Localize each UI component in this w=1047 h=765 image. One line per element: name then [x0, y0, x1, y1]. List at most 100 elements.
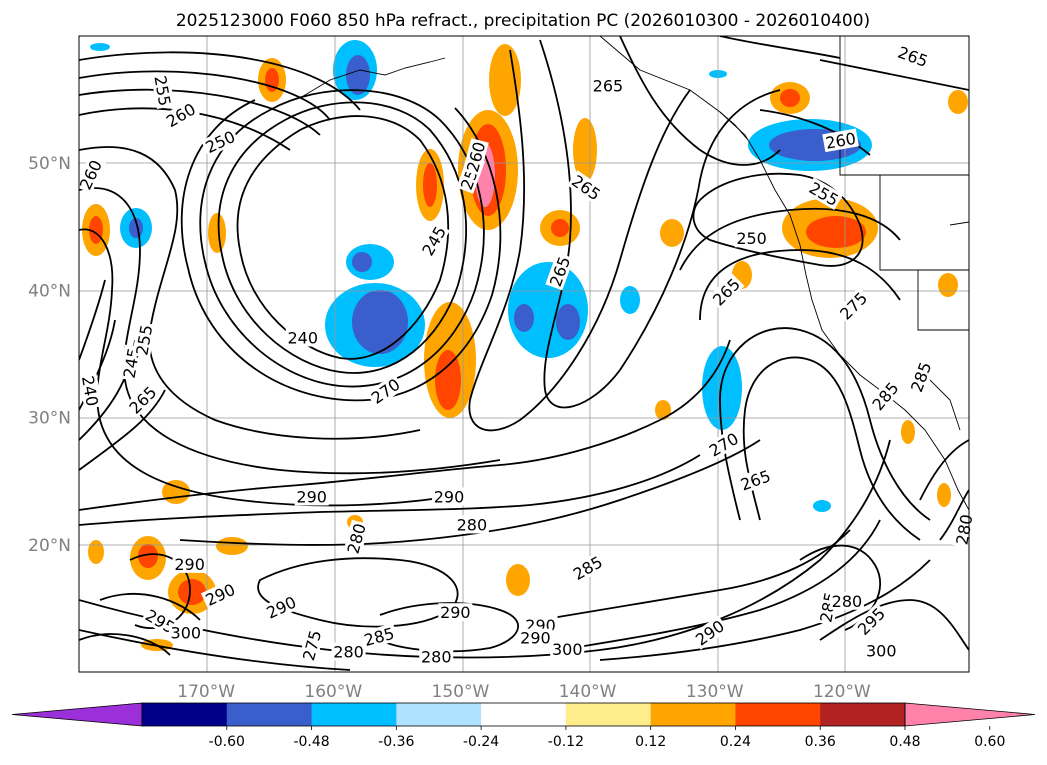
contour-label-bg — [168, 623, 203, 642]
x-tick-label: 170°W — [177, 682, 235, 702]
contour-label-bg — [419, 647, 454, 666]
x-tick-label: 160°W — [304, 682, 362, 702]
contour-label-bg — [200, 126, 240, 157]
colorbar-tick-label: 0.12 — [635, 734, 666, 750]
x-tick-label: 130°W — [686, 682, 744, 702]
precip-patch — [178, 579, 206, 605]
contour-label-group: 300 — [550, 640, 585, 659]
precip-patch — [352, 252, 372, 272]
contour-label-bg — [331, 642, 366, 661]
contour-label-group: 290 — [438, 603, 473, 622]
precip-patch — [806, 216, 866, 248]
contour-label-group: 240 — [285, 328, 320, 347]
contour-label-bg — [829, 591, 864, 610]
contour-label-bg — [294, 487, 329, 506]
colorbar-segment — [396, 703, 482, 726]
precip-patch — [88, 540, 104, 564]
contour-label-bg — [804, 177, 844, 211]
precip-patch — [937, 483, 951, 507]
contour-label: 300 — [171, 624, 202, 643]
contour-label: 290 — [434, 487, 465, 506]
contour-label-bg — [590, 76, 625, 95]
contour-label-bg — [734, 229, 769, 248]
y-tick-label: 40°N — [28, 281, 71, 301]
contour-label-bg — [518, 628, 553, 647]
contour-label-bg — [462, 138, 489, 176]
precip-patch — [208, 213, 226, 253]
contour-label-bg — [200, 579, 240, 610]
colorbar-tick-label: 0.48 — [889, 734, 920, 750]
contour-label-group: 265 — [590, 76, 625, 96]
contour-label-bg — [298, 626, 325, 665]
contour-label: 290 — [440, 603, 471, 622]
contour-label-bg — [343, 519, 370, 558]
contour-label-group: 240 — [78, 372, 103, 410]
contour-label-bg — [704, 428, 743, 461]
contour-label: 290 — [296, 487, 327, 506]
colorbar-extend-low — [11, 702, 143, 727]
contour-label-bg — [454, 515, 489, 534]
precip-patch — [489, 44, 521, 116]
contour-label-group: 290 — [431, 487, 466, 506]
contour-label-bg — [261, 591, 301, 623]
contour-label: 240 — [287, 328, 318, 347]
colorbar-tick-label: 0.24 — [720, 734, 751, 750]
chart-title: 2025123000 F060 850 hPa refract., precip… — [176, 11, 870, 31]
contour-label-group: 280 — [331, 642, 366, 662]
contour-label-bg — [151, 72, 175, 110]
colorbar-tick-label: -0.60 — [209, 734, 245, 750]
contour-label: 280 — [832, 592, 863, 611]
contour-label: 280 — [333, 643, 364, 662]
precip-patch — [216, 537, 248, 555]
contour-label-group: 290 — [172, 554, 207, 574]
contour-label: 250 — [736, 229, 767, 248]
precip-patch — [702, 346, 742, 430]
contour-label-bg — [822, 128, 859, 153]
contour-label-bg — [867, 377, 903, 415]
precip-patch — [514, 304, 534, 332]
contour-label-group: 300 — [168, 623, 203, 643]
precip-patch — [655, 400, 671, 420]
contour-label-bg — [75, 155, 106, 194]
contour-label-bg — [417, 221, 451, 261]
contour-label-bg — [707, 273, 745, 311]
contour-label: 280 — [457, 515, 488, 534]
precip-patch — [660, 219, 684, 247]
precip-patch — [948, 90, 968, 114]
precip-patch — [938, 273, 958, 297]
contour-label: 280 — [421, 648, 452, 667]
x-tick-label: 150°W — [432, 682, 490, 702]
y-tick-label: 50°N — [28, 154, 71, 174]
y-tick-label: 20°N — [28, 536, 71, 556]
contour-label: 290 — [174, 555, 205, 574]
colorbar-frame — [141, 702, 906, 727]
contour-label-bg — [864, 641, 899, 660]
contour-label-bg — [952, 511, 976, 548]
contour-label-group: 300 — [864, 641, 899, 660]
y-axis-ticks: 20°N 30°N 40°N 50°N — [28, 154, 71, 556]
precip-patch — [551, 219, 569, 237]
contour-label-bg — [736, 465, 775, 495]
precip-patch — [138, 544, 158, 568]
contour-label-bg — [132, 321, 156, 359]
precip-patch — [573, 118, 597, 182]
colorbar-segment — [481, 703, 567, 726]
precip-patch — [423, 163, 437, 207]
contour-label-bg — [172, 554, 207, 573]
contour-label-bg — [78, 372, 103, 410]
precip-patch — [901, 420, 915, 444]
precip-patch — [435, 350, 461, 410]
colorbar-segment — [226, 703, 313, 726]
contour-label-bg — [438, 603, 473, 622]
colorbar-tick-label: 0.60 — [974, 734, 1005, 750]
contour-label-bg — [567, 170, 606, 205]
contour-label-bg — [852, 602, 890, 640]
contour-label-bg — [894, 42, 933, 71]
contour-label-group: 285 — [816, 588, 840, 626]
precip-patch — [813, 500, 831, 512]
x-tick-label: 120°W — [813, 682, 871, 702]
contour-label-bg — [431, 487, 466, 506]
contour-label-group: 280 — [454, 515, 489, 534]
colorbar-segment — [735, 703, 821, 726]
